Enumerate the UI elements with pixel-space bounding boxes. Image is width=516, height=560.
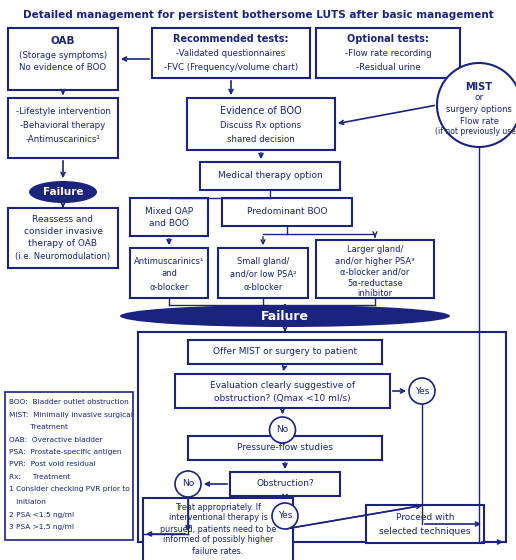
Text: selected techniques: selected techniques	[379, 528, 471, 536]
Text: and/or low PSA²: and/or low PSA²	[230, 269, 296, 278]
Text: MIST:  Minimally invasive surgical: MIST: Minimally invasive surgical	[9, 412, 133, 418]
Text: (i.e. Neuromodulation): (i.e. Neuromodulation)	[15, 253, 110, 262]
FancyBboxPatch shape	[200, 162, 340, 190]
Text: Pressure-flow studies: Pressure-flow studies	[237, 444, 333, 452]
Text: therapy of OAB: therapy of OAB	[28, 240, 98, 249]
Text: obstruction? (Qmax <10 ml/s): obstruction? (Qmax <10 ml/s)	[214, 394, 351, 403]
FancyBboxPatch shape	[218, 248, 308, 298]
Text: -Lifestyle intervention: -Lifestyle intervention	[15, 106, 110, 115]
Text: Reassess and: Reassess and	[33, 216, 93, 225]
Text: -Validated questionnaires: -Validated questionnaires	[176, 49, 286, 58]
Text: Recommended tests:: Recommended tests:	[173, 34, 289, 44]
Circle shape	[409, 378, 435, 404]
FancyBboxPatch shape	[8, 28, 118, 90]
Text: Failure: Failure	[43, 187, 83, 197]
FancyBboxPatch shape	[138, 332, 506, 542]
FancyBboxPatch shape	[316, 240, 434, 298]
Text: OAB:  Overactive bladder: OAB: Overactive bladder	[9, 436, 103, 442]
Text: -FVC (Frequency/volume chart): -FVC (Frequency/volume chart)	[164, 63, 298, 72]
Text: 5α-reductase: 5α-reductase	[347, 278, 403, 287]
Circle shape	[175, 471, 201, 497]
Text: Antimuscarinics¹: Antimuscarinics¹	[134, 256, 204, 265]
Text: informed of possibly higher: informed of possibly higher	[163, 535, 273, 544]
FancyBboxPatch shape	[8, 98, 118, 158]
FancyBboxPatch shape	[316, 28, 460, 78]
Text: shared decision: shared decision	[227, 134, 295, 143]
FancyBboxPatch shape	[188, 436, 382, 460]
Text: Small gland/: Small gland/	[237, 256, 289, 265]
FancyBboxPatch shape	[8, 208, 118, 268]
Text: 1 Consider checking PVR prior to: 1 Consider checking PVR prior to	[9, 487, 130, 492]
Text: Rx:     Treatment: Rx: Treatment	[9, 474, 70, 480]
FancyBboxPatch shape	[130, 198, 208, 236]
Text: (Storage symptoms): (Storage symptoms)	[19, 50, 107, 59]
Text: or: or	[474, 94, 483, 102]
Text: Predominant BOO: Predominant BOO	[247, 208, 327, 217]
Text: and: and	[161, 269, 177, 278]
Text: (if not previously used): (if not previously used)	[434, 128, 516, 137]
FancyBboxPatch shape	[152, 28, 310, 78]
Text: interventional therapy is: interventional therapy is	[169, 514, 267, 522]
Circle shape	[269, 417, 296, 443]
Text: 3 PSA >1.5 ng/ml: 3 PSA >1.5 ng/ml	[9, 524, 74, 530]
Text: Proceed with: Proceed with	[396, 514, 454, 522]
Text: Yes: Yes	[278, 511, 292, 520]
Text: inhibitor: inhibitor	[358, 288, 393, 297]
Text: -Flow rate recording: -Flow rate recording	[345, 49, 431, 58]
Text: α-blocker and/or: α-blocker and/or	[341, 268, 410, 277]
Text: Treatment: Treatment	[9, 424, 68, 430]
Text: Discuss Rx options: Discuss Rx options	[220, 122, 301, 130]
FancyBboxPatch shape	[222, 198, 352, 226]
Text: pursued, patients need to be: pursued, patients need to be	[160, 525, 276, 534]
Text: and/or higher PSA³: and/or higher PSA³	[335, 256, 415, 265]
Circle shape	[272, 503, 298, 529]
Text: and BOO: and BOO	[149, 220, 189, 228]
Text: Yes: Yes	[415, 386, 429, 395]
FancyBboxPatch shape	[187, 98, 335, 150]
Text: α-blocker: α-blocker	[244, 282, 283, 292]
Text: PSA:  Prostate-specific antigen: PSA: Prostate-specific antigen	[9, 449, 121, 455]
Text: No evidence of BOO: No evidence of BOO	[20, 63, 107, 72]
Text: failure rates.: failure rates.	[192, 547, 244, 556]
FancyBboxPatch shape	[130, 248, 208, 298]
Text: Offer MIST or surgery to patient: Offer MIST or surgery to patient	[213, 348, 357, 357]
Text: consider invasive: consider invasive	[24, 227, 103, 236]
Text: No: No	[277, 426, 288, 435]
Text: initiaion: initiaion	[9, 499, 46, 505]
Circle shape	[437, 63, 516, 147]
Text: Treat appropriately. If: Treat appropriately. If	[175, 502, 261, 511]
Ellipse shape	[120, 305, 450, 327]
Text: Larger gland/: Larger gland/	[347, 245, 403, 254]
Text: Evidence of BOO: Evidence of BOO	[220, 106, 302, 116]
Text: BOO:  Bladder outlet obstruction: BOO: Bladder outlet obstruction	[9, 399, 129, 405]
Text: Failure: Failure	[261, 310, 309, 323]
Text: PVR:  Post void residual: PVR: Post void residual	[9, 461, 95, 468]
Text: Mixed OAP: Mixed OAP	[145, 207, 193, 216]
FancyBboxPatch shape	[143, 498, 293, 560]
FancyBboxPatch shape	[5, 392, 133, 540]
Text: 2 PSA <1.5 ng/ml: 2 PSA <1.5 ng/ml	[9, 511, 74, 517]
Text: Optional tests:: Optional tests:	[347, 34, 429, 44]
Text: Flow rate: Flow rate	[460, 116, 498, 125]
Text: -Antimuscarinics¹: -Antimuscarinics¹	[26, 134, 101, 143]
Text: surgery options: surgery options	[446, 105, 512, 114]
Text: -Residual urine: -Residual urine	[356, 63, 421, 72]
Text: Evaluation clearly suggestive of: Evaluation clearly suggestive of	[210, 380, 355, 390]
Text: Detailed management for persistent bothersome LUTS after basic management: Detailed management for persistent bothe…	[23, 10, 493, 20]
Text: No: No	[182, 479, 194, 488]
Text: α-blocker: α-blocker	[149, 282, 189, 292]
FancyBboxPatch shape	[175, 374, 390, 408]
FancyBboxPatch shape	[230, 472, 340, 496]
FancyBboxPatch shape	[188, 340, 382, 364]
Ellipse shape	[29, 181, 97, 203]
Text: MIST: MIST	[465, 82, 492, 92]
Text: -Behavioral therapy: -Behavioral therapy	[20, 120, 106, 129]
FancyBboxPatch shape	[366, 505, 484, 543]
Text: OAB: OAB	[51, 36, 75, 46]
Text: Medical therapy option: Medical therapy option	[218, 171, 322, 180]
Text: Obstruction?: Obstruction?	[256, 479, 314, 488]
